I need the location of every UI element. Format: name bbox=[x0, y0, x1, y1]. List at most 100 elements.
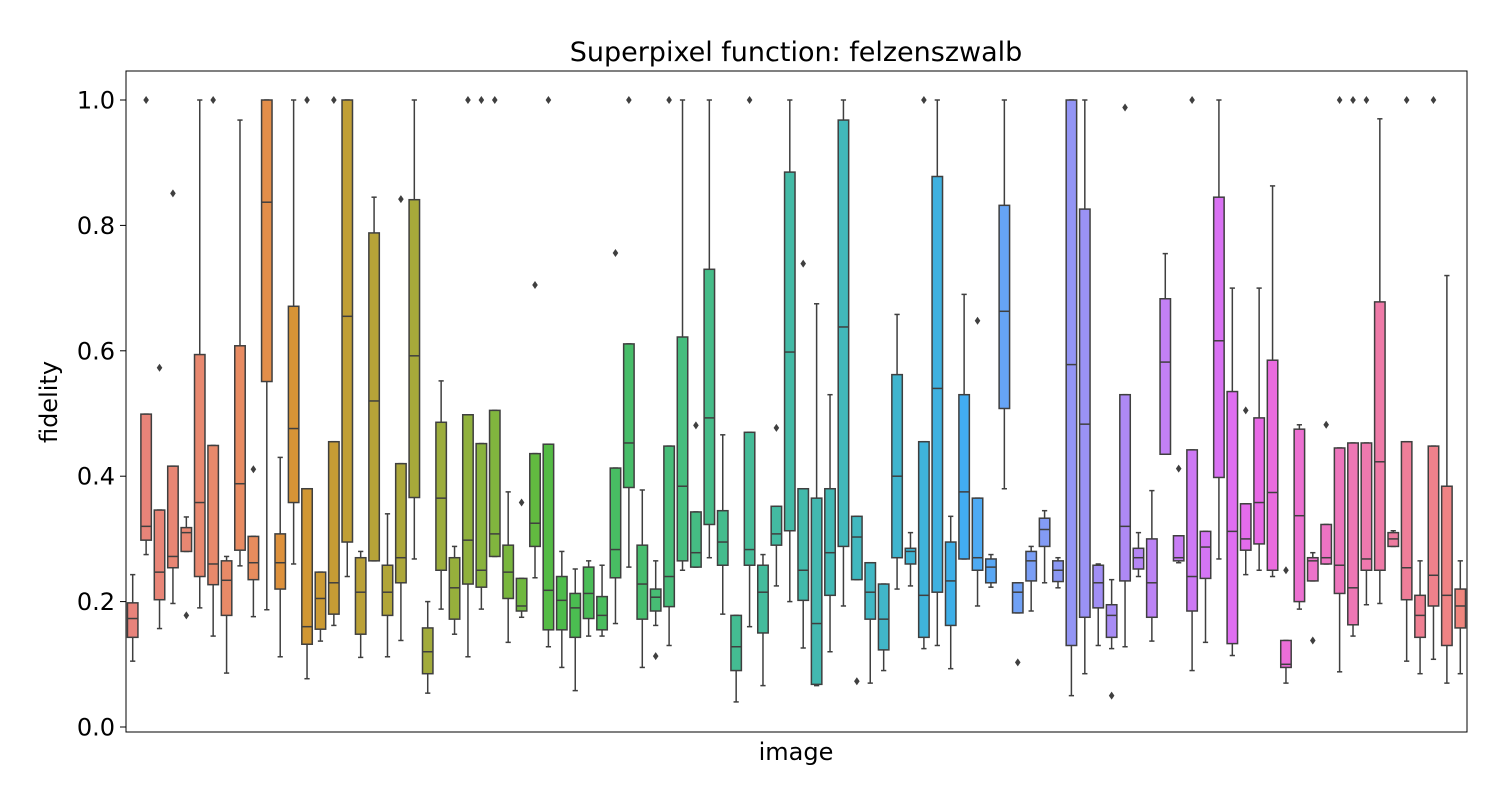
box-64 bbox=[971, 316, 984, 607]
outlier-point bbox=[1430, 96, 1437, 104]
outlier-point bbox=[532, 280, 538, 289]
box-37 bbox=[609, 248, 622, 625]
box-iqr bbox=[1092, 564, 1105, 609]
box-iqr bbox=[1266, 359, 1279, 571]
box-iqr bbox=[1320, 523, 1333, 565]
box-78 bbox=[1159, 252, 1172, 456]
outlier-point bbox=[1189, 96, 1195, 104]
box-iqr bbox=[274, 533, 287, 590]
box-iqr bbox=[1038, 517, 1051, 548]
outlier-point bbox=[1403, 96, 1410, 104]
box-iqr bbox=[998, 204, 1011, 410]
box-iqr bbox=[327, 440, 340, 615]
box-iqr bbox=[421, 627, 434, 675]
outlier-point bbox=[398, 195, 404, 204]
box-iqr bbox=[810, 497, 823, 686]
outlier-point bbox=[1350, 96, 1356, 104]
box-iqr bbox=[1347, 442, 1359, 626]
outlier-point bbox=[1014, 658, 1021, 667]
box-iqr bbox=[971, 497, 984, 571]
plot-area bbox=[126, 96, 1467, 703]
outlier-point bbox=[518, 498, 525, 507]
box-iqr bbox=[461, 414, 474, 585]
box-iqr bbox=[126, 602, 139, 639]
box-66 bbox=[998, 99, 1011, 490]
box-44 bbox=[703, 99, 716, 559]
box-iqr bbox=[931, 175, 944, 593]
outlier-point bbox=[1108, 691, 1115, 700]
box-iqr bbox=[1226, 390, 1239, 645]
box-28 bbox=[488, 96, 501, 558]
box-16 bbox=[327, 96, 340, 627]
box-82 bbox=[1212, 99, 1225, 560]
box-4 bbox=[166, 189, 179, 605]
box-73 bbox=[1092, 563, 1105, 647]
box-3 bbox=[153, 363, 166, 630]
box-iqr bbox=[944, 541, 957, 627]
box-25 bbox=[448, 545, 461, 635]
box-iqr bbox=[622, 343, 635, 489]
box-33 bbox=[555, 550, 568, 669]
box-40 bbox=[649, 560, 662, 661]
box-43 bbox=[689, 421, 702, 568]
box-38 bbox=[622, 96, 635, 568]
box-48 bbox=[756, 553, 769, 687]
outlier-point bbox=[156, 363, 163, 372]
box-iqr bbox=[663, 445, 676, 608]
outlier-point bbox=[210, 96, 216, 104]
outlier-point bbox=[1363, 96, 1370, 104]
box-63 bbox=[958, 293, 971, 560]
y-tick-label: 1.0 bbox=[77, 87, 115, 115]
plot-frame bbox=[125, 70, 1468, 733]
box-2 bbox=[140, 96, 153, 556]
box-iqr bbox=[770, 505, 783, 546]
box-92 bbox=[1347, 96, 1359, 637]
box-iqr bbox=[904, 547, 917, 565]
box-35 bbox=[582, 560, 595, 637]
outlier-point bbox=[170, 189, 176, 198]
box-iqr bbox=[850, 515, 863, 581]
box-12 bbox=[274, 456, 287, 658]
box-iqr bbox=[354, 556, 367, 635]
box-61 bbox=[931, 99, 944, 647]
box-iqr bbox=[1239, 503, 1252, 551]
y-tick-label: 0.4 bbox=[77, 463, 115, 491]
outlier-point bbox=[1323, 420, 1329, 429]
box-iqr bbox=[1025, 550, 1038, 582]
box-5 bbox=[180, 516, 193, 620]
box-iqr bbox=[716, 509, 729, 566]
box-iqr bbox=[1279, 639, 1292, 669]
box-98 bbox=[1427, 96, 1440, 661]
box-34 bbox=[569, 568, 582, 692]
box-13 bbox=[287, 99, 300, 565]
box-49 bbox=[770, 423, 783, 587]
box-iqr bbox=[1132, 547, 1145, 570]
box-74 bbox=[1105, 578, 1118, 700]
box-20 bbox=[381, 513, 394, 658]
box-iqr bbox=[1427, 445, 1440, 607]
box-iqr bbox=[341, 99, 354, 543]
box-97 bbox=[1414, 560, 1427, 675]
box-iqr bbox=[1052, 560, 1064, 583]
box-81 bbox=[1199, 530, 1212, 644]
box-88 bbox=[1293, 424, 1306, 610]
outlier-point bbox=[612, 248, 619, 257]
box-31 bbox=[529, 280, 541, 579]
box-iqr bbox=[488, 409, 501, 558]
box-69 bbox=[1038, 509, 1051, 584]
box-59 bbox=[904, 531, 917, 587]
box-iqr bbox=[1105, 603, 1118, 639]
outlier-point bbox=[921, 96, 927, 104]
box-41 bbox=[663, 96, 676, 647]
outlier-point bbox=[1122, 103, 1128, 112]
box-22 bbox=[408, 99, 421, 560]
box-iqr bbox=[515, 577, 528, 612]
box-iqr bbox=[596, 595, 609, 631]
x-axis-label: image bbox=[759, 738, 834, 766]
box-50 bbox=[783, 99, 796, 603]
box-18 bbox=[354, 550, 367, 659]
box-24 bbox=[435, 380, 448, 610]
box-iqr bbox=[797, 487, 810, 602]
outlier-point bbox=[465, 96, 471, 104]
box-iqr bbox=[394, 462, 407, 584]
